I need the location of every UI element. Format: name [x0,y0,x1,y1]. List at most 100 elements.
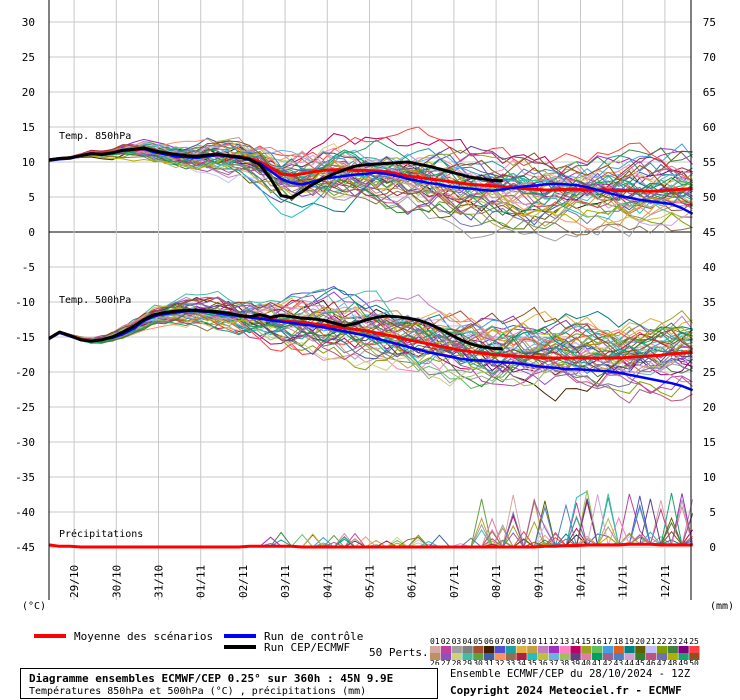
pert-swatch [473,653,484,660]
pert-number: 45 [635,659,645,665]
pert-number: 07 [495,637,505,646]
pert-swatch [635,653,646,660]
pert-number: 35 [527,659,537,665]
pert-swatch [646,646,657,653]
pert-number: 33 [506,659,516,665]
pert-swatch [548,653,560,660]
x-tick-label: 02/11 [237,565,250,598]
left-tick-label: 20 [22,86,35,99]
pert-number: 27 [441,659,451,665]
pert-number: 11 [538,637,548,646]
pert-swatch [559,646,570,653]
pert-number: 03 [452,637,462,646]
pert-swatch [538,653,549,660]
right-tick-label: 20 [703,401,716,414]
pert-swatch [484,646,495,653]
x-tick-label: 05/11 [364,565,377,598]
pert-number: 22 [657,637,667,646]
pert-swatch [678,653,689,660]
pert-number: 50 [689,659,699,665]
right-tick-label: 30 [703,331,716,344]
pert-swatch [581,653,592,660]
x-tick-label: 03/11 [279,565,292,598]
pert-number: 02 [441,637,451,646]
pert-number: 44 [624,659,634,665]
left-tick-label: -35 [15,471,35,484]
pert-swatch [527,653,538,660]
right-tick-label: 65 [703,86,716,99]
pert-number: 46 [646,659,656,665]
right-tick-label: 15 [703,436,716,449]
pert-number: 23 [668,637,678,646]
pert-number: 15 [581,637,591,646]
pert-swatch [689,653,700,660]
left-tick-label: -25 [15,401,35,414]
pert-number: 06 [484,637,494,646]
pert-number: 17 [603,637,613,646]
right-tick-label: 75 [703,16,716,29]
pert-number: 08 [506,637,516,646]
pert-swatch [559,653,570,660]
pert-number: 49 [678,659,688,665]
pert-number: 09 [516,637,526,646]
right-tick-label: 35 [703,296,716,309]
pert-swatch [592,653,603,660]
pert-swatch [624,646,635,653]
series-precip-moyenne-des-sc-narios [48,542,693,549]
pert-swatch [581,646,592,653]
x-tick-label: 29/10 [68,565,81,598]
pert-swatch [613,653,624,660]
pert-number: 24 [678,637,688,646]
pert-swatch [516,653,527,660]
pert-swatch [484,653,495,660]
x-tick-label: 08/11 [490,565,503,598]
member-line-500 [48,288,693,354]
pert-swatch [570,653,581,660]
pert-swatch [602,646,614,653]
x-tick-label: 10/11 [575,565,588,598]
pert-number: 12 [549,637,559,646]
pert-swatch [635,646,646,653]
pert-swatch [451,653,462,660]
pert-swatch [667,646,678,653]
pert-number: 37 [549,659,559,665]
chart-subtitle: Températures 850hPa et 500hPa (°C) , pré… [29,686,367,697]
panel-label-precip: Précipitations [59,528,143,540]
member-line-850 [48,138,693,198]
left-tick-label: -10 [15,296,35,309]
pert-number: 41 [592,659,602,665]
x-tick-label: 12/11 [659,565,672,598]
pert-number: 34 [516,659,526,665]
pert-number: 05 [473,637,483,646]
legend-mean-label: Moyenne des scénarios [74,630,213,643]
left-tick-label: -45 [15,541,35,554]
pert-swatch [678,646,689,653]
right-tick-label: 5 [709,506,716,519]
pert-swatch [462,646,473,653]
right-tick-label: 25 [703,366,716,379]
pert-number: 48 [668,659,678,665]
pert-number: 04 [462,637,472,646]
pert-swatch [440,646,452,653]
left-tick-label: 0 [28,226,35,239]
main-lines [48,146,694,549]
pert-number: 16 [592,637,602,646]
pert-number: 19 [624,637,634,646]
x-tick-label: 01/11 [195,565,208,598]
member-line-850 [48,150,693,228]
right-tick-label: 0 [709,541,716,554]
series-t850-run-cep-ecmwf [48,146,503,200]
left-unit: (°C) [22,601,46,612]
pert-swatch [494,646,506,653]
left-tick-label: 30 [22,16,35,29]
pert-number: 29 [462,659,472,665]
pert-number: 30 [473,659,483,665]
panel-label-t850: Temp. 850hPa [59,131,131,142]
pert-number: 20 [635,637,645,646]
pert-swatch [451,646,462,653]
pert-swatch [494,653,506,660]
right-unit: (mm) [710,601,734,612]
pert-number: 28 [452,659,462,665]
pert-swatch [613,646,624,653]
